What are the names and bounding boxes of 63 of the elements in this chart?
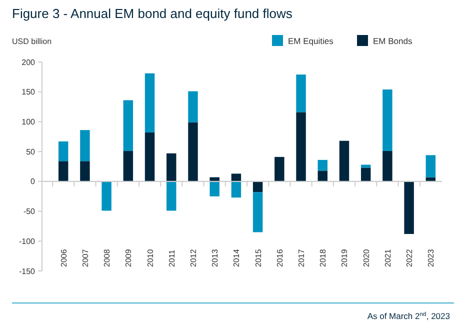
x-tick-label: 2017 (297, 248, 306, 267)
bar (252, 181, 263, 192)
y-tick-label: 0 (30, 177, 36, 186)
text: As of March 2$^{nd}$, 2023 (367, 311, 450, 321)
x-tick-label: 2020 (362, 248, 371, 267)
x-tick-label: 2019 (340, 248, 350, 267)
bar (166, 153, 176, 182)
bar (58, 161, 68, 182)
bar (80, 161, 90, 182)
x-tick-label: 2010 (146, 248, 155, 267)
bar (58, 141, 68, 162)
y-axis-title: USD billion (12, 37, 52, 46)
x-tick-label: 2018 (318, 248, 328, 267)
bar (296, 112, 306, 182)
bar (166, 181, 176, 211)
legend-label: EM Equities (288, 36, 334, 46)
x-tick-label: 2015 (254, 248, 263, 267)
x-tick-label: 2007 (80, 248, 90, 267)
bar (252, 192, 263, 232)
x-tick-label: 2014 (232, 248, 242, 267)
x-tick-label: 2009 (124, 248, 134, 267)
bar (382, 150, 392, 182)
bar (80, 130, 90, 162)
bar (188, 122, 198, 182)
bar (210, 177, 220, 182)
y-tick-label: -100 (18, 236, 36, 246)
bar (382, 89, 392, 151)
x-tick-label: 2012 (188, 248, 198, 267)
x-tick-label: 2021 (383, 248, 392, 267)
bar (144, 73, 155, 132)
x-tick-label: 2013 (210, 248, 220, 267)
bar (426, 155, 436, 178)
x-tick-label: 2023 (426, 248, 436, 267)
bar (144, 132, 155, 182)
bar (339, 140, 350, 182)
chart-title: Figure 3 - Annual EM bond and equity fund flows (12, 6, 293, 21)
x-tick-label: 2008 (102, 248, 112, 267)
bar (231, 181, 242, 198)
bar (274, 156, 284, 182)
legend-label: EM Bonds (373, 36, 412, 46)
bar (318, 170, 328, 182)
bar (123, 100, 134, 151)
bar (360, 164, 371, 168)
bar (231, 174, 242, 182)
y-tick-label: 100 (22, 118, 36, 127)
y-tick-label: -150 (18, 266, 36, 276)
y-tick-label: 150 (22, 88, 36, 97)
y-tick-label: 200 (22, 58, 36, 67)
y-tick-label: 50 (26, 147, 36, 156)
x-tick-label: 2016 (275, 248, 284, 267)
x-tick-label: 2022 (405, 248, 414, 267)
bar (188, 91, 198, 122)
bar (102, 181, 112, 211)
bar (318, 160, 328, 171)
bar (123, 150, 134, 182)
x-tick-label: 2011 (167, 249, 176, 267)
bar (404, 181, 414, 234)
bar (426, 177, 436, 182)
bar (296, 74, 306, 112)
y-tick-label: -50 (23, 207, 36, 216)
x-tick-label: 2006 (59, 248, 68, 267)
bar (210, 181, 220, 196)
bar (360, 168, 371, 182)
